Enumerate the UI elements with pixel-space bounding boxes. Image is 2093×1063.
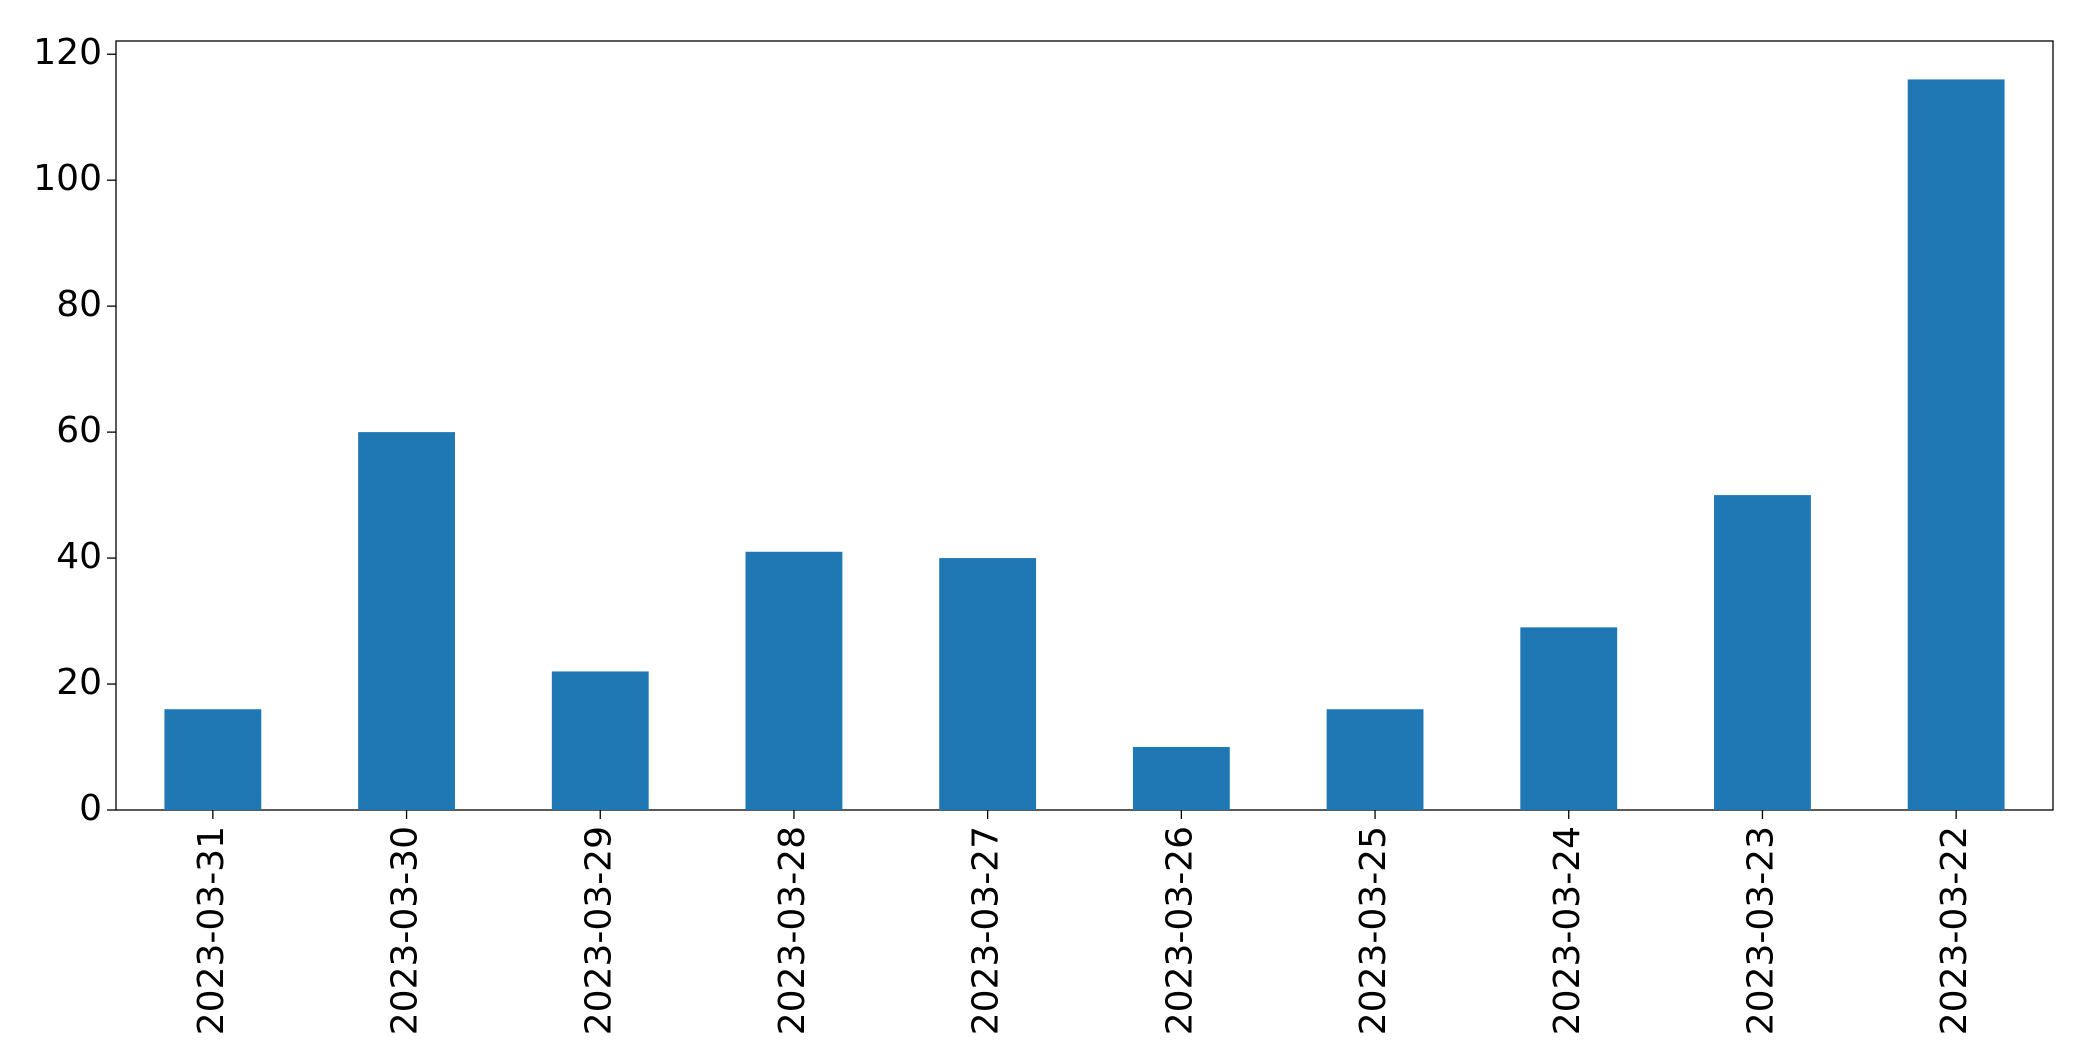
bar [1132, 747, 1230, 810]
bar [1520, 627, 1618, 810]
x-tick-label: 2023-03-31 [191, 826, 232, 1035]
y-tick-label: 20 [56, 662, 102, 703]
bar [358, 432, 455, 810]
bar [1326, 709, 1424, 810]
y-tick-label: 80 [56, 284, 102, 325]
bar [164, 709, 262, 810]
x-tick-label: 2023-03-28 [772, 826, 813, 1035]
y-tick-label: 0 [79, 788, 102, 829]
bar [939, 558, 1037, 810]
bar [745, 551, 843, 810]
y-tick-label: 60 [56, 410, 102, 451]
x-tick-label: 2023-03-23 [1740, 826, 1781, 1035]
x-tick-label: 2023-03-24 [1547, 826, 1588, 1035]
x-tick-label: 2023-03-29 [578, 826, 619, 1035]
x-tick-label: 2023-03-26 [1159, 826, 1200, 1035]
y-tick-label: 40 [56, 536, 102, 577]
x-tick-label: 2023-03-22 [1934, 826, 1975, 1035]
x-tick-label: 2023-03-25 [1353, 826, 1394, 1035]
y-tick-label: 120 [33, 32, 102, 73]
axes-frame [115, 40, 2054, 811]
y-tick-label: 100 [33, 158, 102, 199]
bar [551, 671, 649, 810]
x-tick-label: 2023-03-27 [966, 826, 1007, 1035]
bar [1907, 79, 2005, 810]
x-tick-label: 2023-03-30 [385, 826, 426, 1035]
bar [1714, 495, 1811, 810]
